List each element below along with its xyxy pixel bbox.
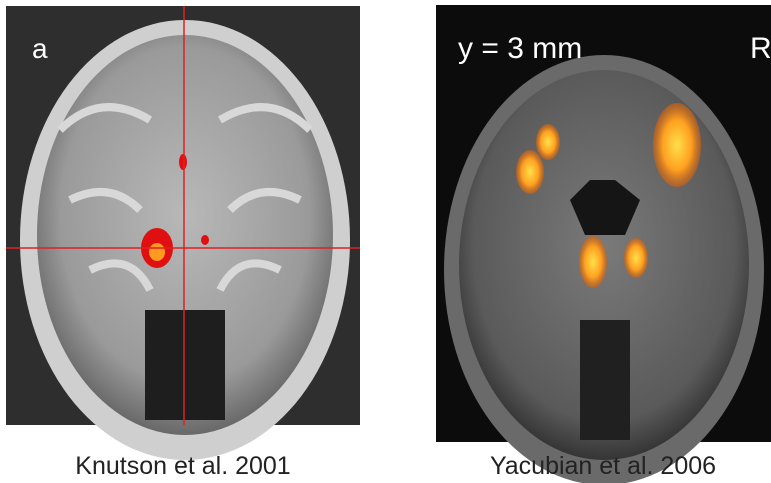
figure: a Knutson et al. 2001 y = 3 mm R Yacubia… bbox=[0, 0, 771, 483]
activation-core bbox=[149, 243, 165, 261]
right-panel: y = 3 mm R Yacubian et al. 2006 bbox=[436, 5, 771, 483]
panel-label: a bbox=[32, 33, 48, 64]
activation bbox=[516, 150, 544, 194]
slice-label: y = 3 mm bbox=[458, 32, 582, 65]
caption: Knutson et al. 2001 bbox=[75, 452, 290, 480]
activation bbox=[624, 238, 648, 278]
caption: Yacubian et al. 2006 bbox=[490, 452, 716, 480]
left-panel: a Knutson et al. 2001 bbox=[6, 6, 360, 480]
activation bbox=[653, 103, 701, 187]
brainstem-shadow bbox=[580, 320, 630, 440]
activation bbox=[536, 124, 560, 160]
brainstem-shadow bbox=[145, 310, 225, 420]
activation bbox=[201, 235, 209, 245]
side-label: R bbox=[750, 32, 771, 65]
activation bbox=[579, 236, 607, 288]
activation bbox=[179, 154, 187, 170]
